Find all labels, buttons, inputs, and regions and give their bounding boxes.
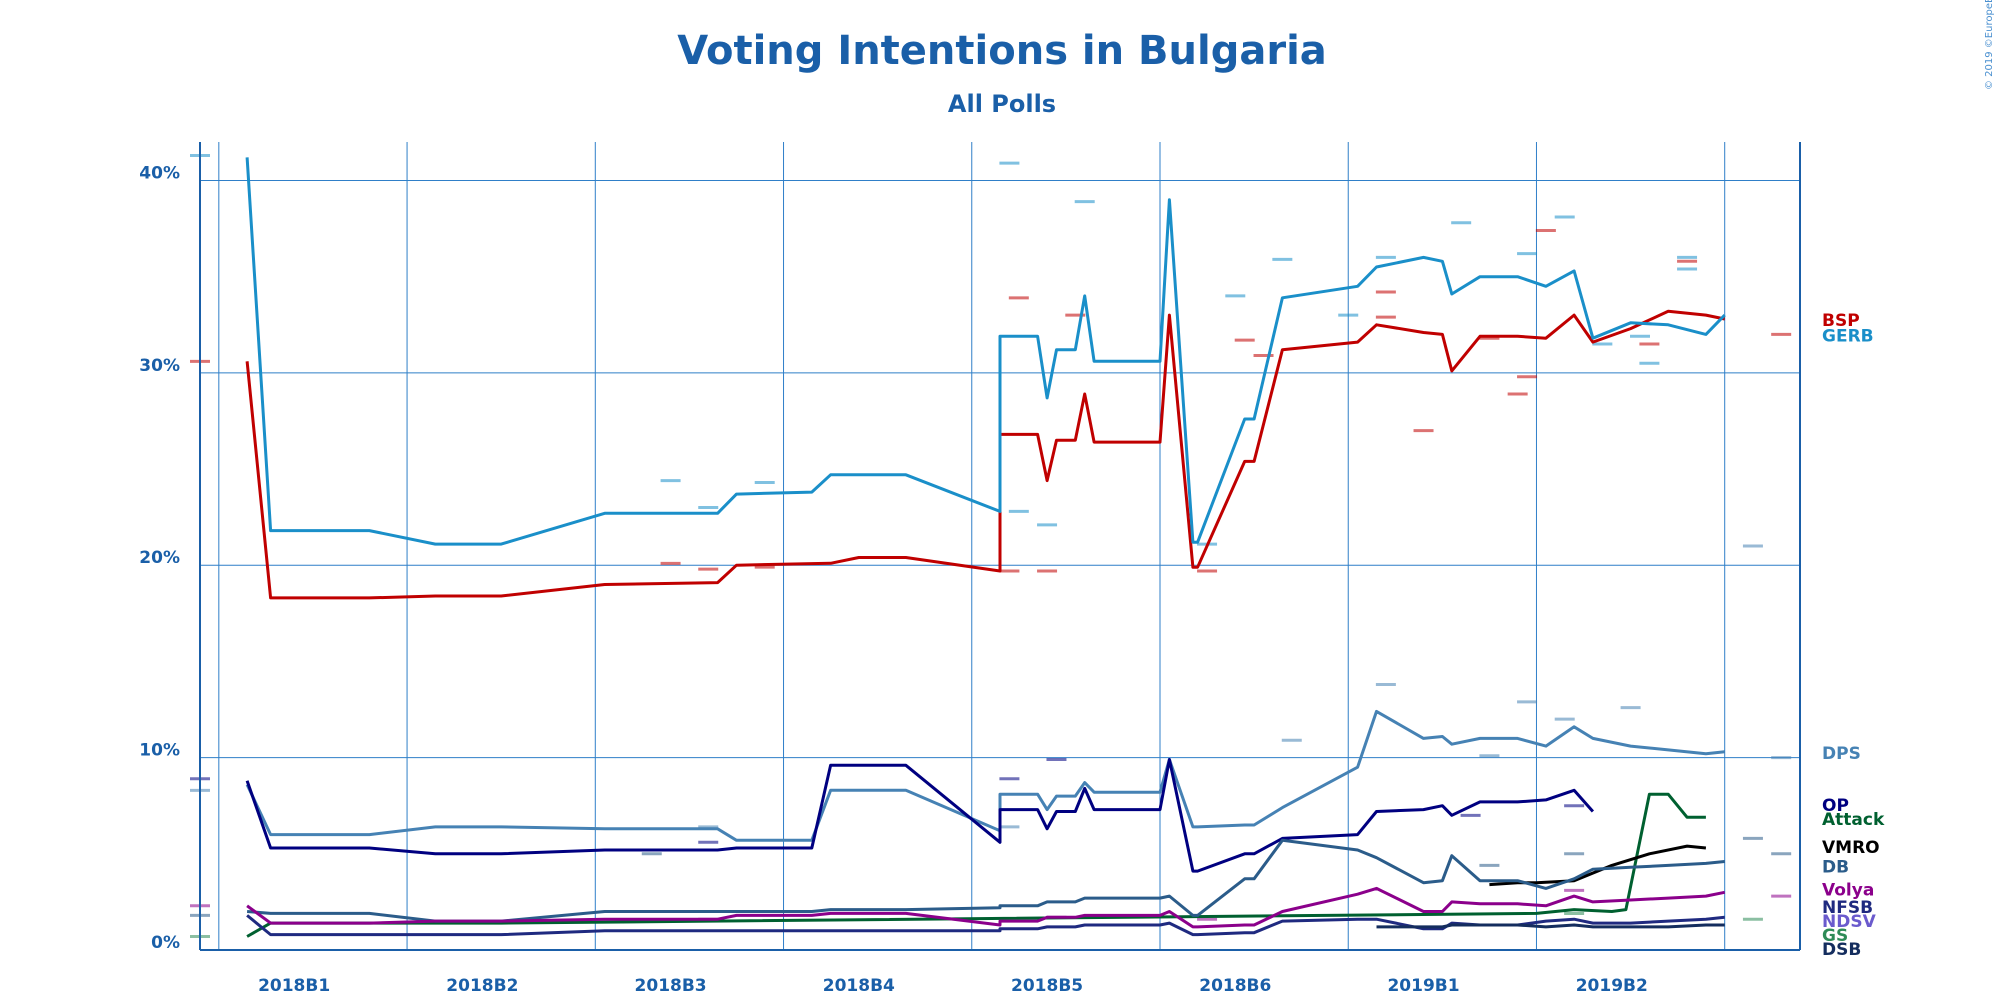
chart-subtitle: All Polls (948, 90, 1056, 118)
x-tick-label: 2018B2 (446, 976, 518, 996)
x-tick-label: 2018B3 (635, 976, 707, 996)
x-tick-label: 2018B4 (823, 976, 895, 996)
series-line-dsb (1376, 923, 1725, 929)
chart-title: Voting Intentions in Bulgaria (677, 28, 1327, 74)
x-tick-label: 2018B1 (258, 976, 330, 996)
legend-label-ndsv: NDSV (1822, 912, 1877, 932)
legend-label-op: OP (1822, 796, 1849, 816)
legend-label-bsp: BSP (1822, 311, 1860, 331)
y-tick-label: 30% (139, 356, 180, 376)
series-line-db (246, 838, 1725, 923)
series-line-dps (245, 709, 1725, 842)
legend-label-vmro: VMRO (1822, 838, 1880, 858)
legend-label-nfsb: NFSB (1822, 898, 1873, 918)
series-line-bsp (245, 309, 1726, 600)
x-tick-label: 2018B5 (1011, 976, 1083, 996)
y-tick-label: 10% (139, 741, 180, 761)
series-line-gerb (245, 157, 1726, 546)
series-layer (245, 157, 1726, 938)
legend-label-volya: Volya (1822, 880, 1874, 900)
legend-label-dsb: DSB (1822, 940, 1861, 960)
x-tick-label: 2019B1 (1387, 976, 1459, 996)
x-tick-label: 2019B2 (1576, 976, 1648, 996)
series-line-op (245, 758, 1595, 873)
series-line-volya (246, 886, 1725, 929)
y-tick-label: 40% (139, 163, 180, 183)
series-line-nfsb (246, 914, 1725, 937)
legend-label-gerb: GERB (1822, 326, 1874, 346)
y-tick-label: 20% (139, 548, 180, 568)
axis-layer: 0% 10% 20% 30% 40% 2018B1 2018B2 2018B3 2018B4 20… (139, 142, 1801, 996)
legend-label-db: DB (1822, 857, 1849, 877)
grid-layer (200, 142, 1800, 950)
x-tick-label: 2018B6 (1199, 976, 1271, 996)
legend-label-gs: GS (1822, 926, 1848, 946)
copyright-note: © 2019 ©EuropeElects (1984, 0, 1995, 90)
y-tick-label: 0% (151, 933, 180, 953)
legend-label-attack: Attack (1822, 810, 1885, 830)
poll-marker-layer (190, 153, 1792, 939)
legend-label-dps: DPS (1822, 744, 1861, 764)
